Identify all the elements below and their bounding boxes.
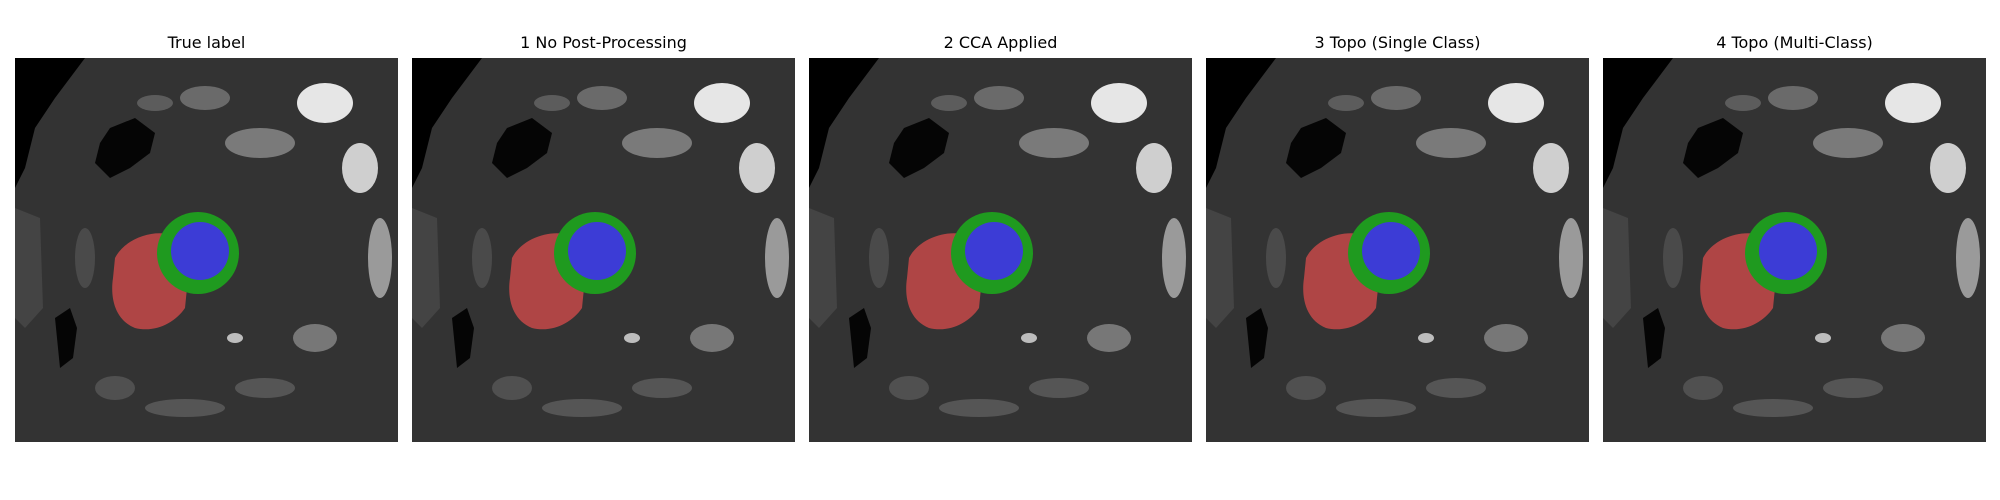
segmentation-image — [1603, 58, 1986, 442]
panel-title: 3 Topo (Single Class) — [1314, 33, 1481, 52]
panel-title: 2 CCA Applied — [943, 33, 1058, 52]
segmentation-image — [1206, 58, 1589, 442]
segmentation-image — [15, 58, 398, 442]
panel-title: 4 Topo (Multi-Class) — [1716, 33, 1873, 52]
panel-cca-applied: 2 CCA Applied — [809, 0, 1192, 445]
panel-topo-single-class: 3 Topo (Single Class) — [1206, 0, 1589, 445]
panel-no-post-processing: 1 No Post-Processing — [412, 0, 795, 445]
panel-title: True label — [167, 33, 246, 52]
panel-true-label: True label — [15, 0, 398, 445]
segmentation-image — [412, 58, 795, 442]
panel-title: 1 No Post-Processing — [520, 33, 687, 52]
segmentation-image — [809, 58, 1192, 442]
panel-topo-multi-class: 4 Topo (Multi-Class) — [1603, 0, 1986, 445]
